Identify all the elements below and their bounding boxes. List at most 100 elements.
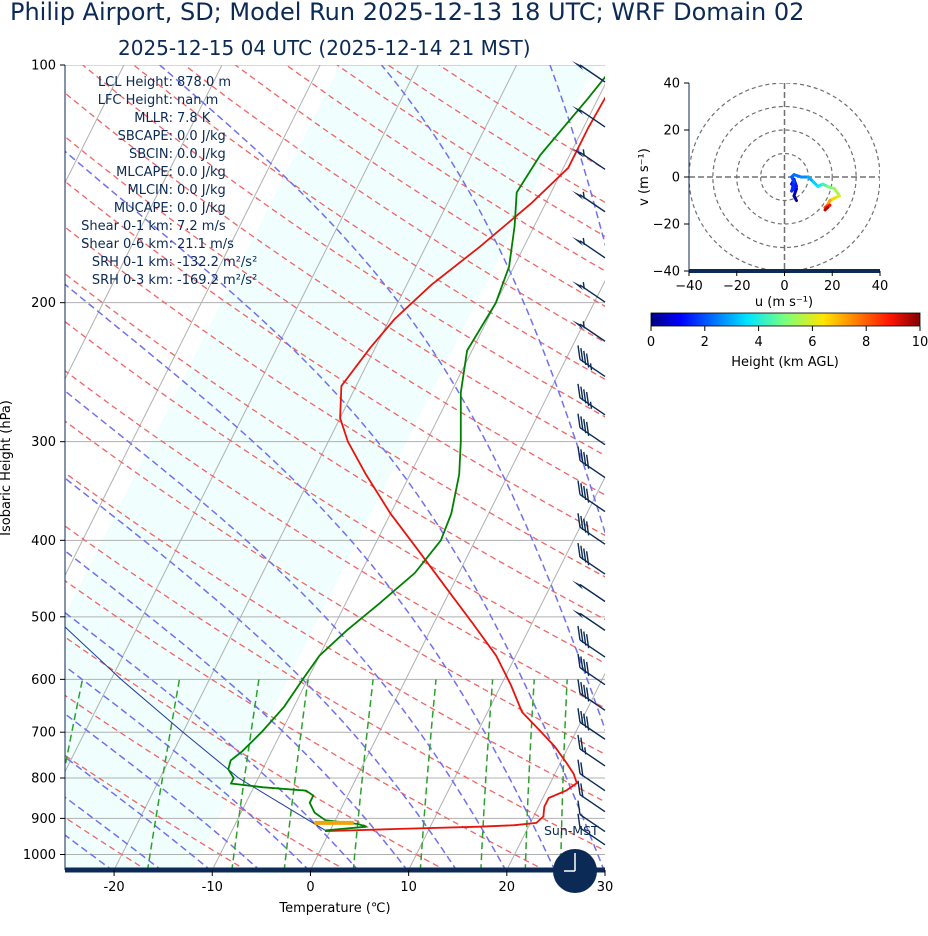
barb-shaft <box>579 639 606 658</box>
y-tick-label: 700 <box>31 726 56 741</box>
isotherm <box>65 65 223 381</box>
barb-pennant <box>572 190 583 200</box>
wind-barb <box>577 800 606 833</box>
barb-flag <box>583 548 587 563</box>
wind-barb <box>577 625 606 658</box>
height-colorbar: 0 2 4 6 8 10 Height (km AGL) <box>647 312 928 370</box>
stat-label: SBCAPE: <box>118 129 173 144</box>
dewpoint-profile <box>227 75 605 832</box>
wind-barb <box>577 780 606 813</box>
barb-flag <box>577 383 581 398</box>
wind-barb <box>572 190 606 213</box>
barb-pennant <box>572 105 583 115</box>
wind-barb <box>577 383 606 416</box>
barb-shaft <box>579 556 606 575</box>
clock-label: Sun-MST <box>544 823 599 838</box>
barb-flag <box>580 681 584 697</box>
mixing-ratio-line <box>419 679 437 870</box>
mixing-ratio-line <box>65 679 84 771</box>
barb-shaft <box>579 583 606 603</box>
stat-value: 878.0 m <box>177 75 231 90</box>
dry-adiabat <box>65 694 347 870</box>
wind-barb <box>577 345 606 377</box>
barb-flag <box>580 416 584 431</box>
barb-flag <box>580 449 584 464</box>
wind-barb <box>572 320 606 342</box>
wind-barb <box>577 759 606 792</box>
barb-flag <box>577 679 581 694</box>
barb-flag <box>577 734 581 750</box>
wind-barb <box>577 813 606 846</box>
y-tick-label: 1000 <box>23 848 56 863</box>
hodograph-plot-area <box>689 83 880 271</box>
wind-barb <box>577 734 606 767</box>
wind-barb <box>577 653 606 686</box>
stat-value: 7.2 m/s <box>177 219 226 234</box>
colorbar-label: Height (km AGL) <box>731 355 839 370</box>
barb-flag <box>585 634 590 649</box>
x-tick-label: -20 <box>103 880 124 895</box>
hodograph-y-label: v (m s⁻¹) <box>637 148 652 206</box>
moist-adiabat <box>65 477 458 870</box>
barb-flag <box>583 631 587 646</box>
isotherm <box>408 476 605 870</box>
barb-flag <box>583 518 587 533</box>
stat-value: 0.0 J/kg <box>177 147 226 162</box>
wind-barb <box>577 679 606 711</box>
skew-t-profiles <box>65 75 605 832</box>
barb-flag <box>585 421 590 436</box>
barb-flag <box>580 710 584 726</box>
barb-shaft <box>579 397 606 416</box>
stat-value: 0.0 J/kg <box>177 165 226 180</box>
barb-flag <box>585 521 590 536</box>
barb-flag <box>577 413 581 428</box>
stat-label: Shear 0-1 km: <box>81 219 173 234</box>
clock-icon <box>553 849 597 893</box>
hodograph-x-label: u (m s⁻¹) <box>755 295 813 310</box>
dry-adiabat <box>65 420 605 755</box>
barb-shaft <box>579 794 606 813</box>
barb-pennant <box>572 580 583 590</box>
colorbar-bar <box>650 312 921 327</box>
x-tick-label: 0 <box>306 880 314 895</box>
wind-barb <box>572 236 606 259</box>
barb-pennant <box>572 236 583 246</box>
mixing-ratio-line <box>352 679 374 870</box>
barb-flag <box>585 488 590 503</box>
isotherm <box>309 279 605 870</box>
barb-half-flag <box>582 282 586 290</box>
barb-flag <box>577 653 581 668</box>
barb-shaft <box>579 827 606 846</box>
hodograph-y-tick-label: 40 <box>663 77 680 92</box>
y-tick-label: 200 <box>31 296 56 311</box>
barb-flag <box>577 625 581 641</box>
barb-shaft <box>579 427 606 446</box>
barb-shaft <box>579 748 606 767</box>
mixing-ratio-line <box>146 679 181 870</box>
dry-adiabat <box>65 472 605 803</box>
hodograph-x-tick-label: −40 <box>675 279 702 294</box>
wind-barb <box>572 148 606 170</box>
stat-label: SRH 0-1 km: <box>92 255 173 270</box>
skew-t-background <box>65 65 605 870</box>
isotherm <box>65 65 321 577</box>
barb-flag <box>577 542 581 558</box>
barb-flag <box>580 656 584 671</box>
barb-flag <box>583 485 587 501</box>
barb-half-flag <box>584 747 587 755</box>
colorbar-tick-label: 6 <box>808 335 816 350</box>
barb-half-flag <box>582 191 586 199</box>
y-tick-label: 500 <box>31 610 56 625</box>
barb-flag <box>583 419 587 434</box>
moist-adiabat <box>65 549 409 870</box>
mixing-ratio-line <box>283 679 309 870</box>
mixing-ratio-line <box>559 679 568 870</box>
colorbar-tick-label: 2 <box>701 335 709 350</box>
barb-flag <box>583 713 587 728</box>
moist-adiabat <box>65 665 310 870</box>
barb-flag <box>585 661 590 676</box>
barb-flag <box>585 716 590 731</box>
x-tick-label: 10 <box>400 880 417 895</box>
mixing-ratio-line <box>231 679 260 870</box>
wind-barb <box>577 480 606 513</box>
